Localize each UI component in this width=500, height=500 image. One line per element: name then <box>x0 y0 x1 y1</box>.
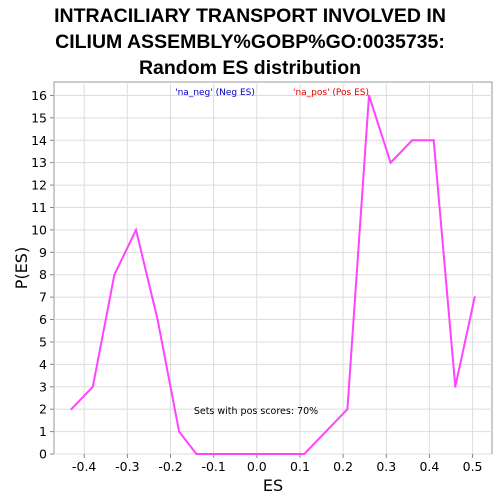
data-point <box>216 453 219 455</box>
y-tick-label: 3 <box>39 379 47 394</box>
legend-neg-label: 'na_neg' (Neg ES) <box>175 88 255 98</box>
data-point <box>346 408 349 411</box>
pos-scores-annotation: Sets with pos scores: 70% <box>194 406 318 417</box>
series-layer <box>70 94 476 455</box>
y-tick-label: 8 <box>39 267 47 282</box>
data-point <box>411 139 414 142</box>
y-tick-label: 15 <box>31 110 47 125</box>
y-tick-label: 6 <box>39 312 47 327</box>
y-tick-label: 5 <box>39 334 47 349</box>
data-point <box>195 453 198 455</box>
data-point <box>281 453 284 455</box>
y-tick-label: 14 <box>31 133 47 148</box>
data-point <box>389 161 392 164</box>
x-tick-label: -0.1 <box>201 459 225 474</box>
chart-title-line-1: INTRACILIARY TRANSPORT INVOLVED IN <box>54 5 446 27</box>
data-point <box>432 139 435 142</box>
y-tick-label: 0 <box>39 447 47 462</box>
y-tick-label: 12 <box>31 178 47 193</box>
x-tick-label: 0.1 <box>290 459 310 474</box>
data-point <box>178 430 181 433</box>
y-tick-label: 9 <box>39 245 47 260</box>
y-tick-label: 1 <box>39 424 47 439</box>
x-tick-label: 0.0 <box>247 459 267 474</box>
data-point <box>324 430 327 433</box>
data-point <box>473 296 476 299</box>
y-tick-label: 7 <box>39 290 47 305</box>
x-tick-label: 0.3 <box>376 459 396 474</box>
data-point <box>70 408 73 411</box>
y-tick-label: 11 <box>31 200 47 215</box>
x-tick-label: 0.5 <box>463 459 483 474</box>
x-axis: -0.4 -0.3 -0.2 -0.1 0.0 0.1 0.2 0.3 0.4 0.5 <box>72 454 483 474</box>
y-tick-label: 4 <box>39 357 47 372</box>
x-axis-title: ES <box>263 476 283 495</box>
legend-pos-label: 'na_pos' (Pos ES) <box>293 88 369 98</box>
y-axis-title: P(ES) <box>12 247 31 289</box>
chart-title-line-3: Random ES distribution <box>138 57 362 79</box>
y-tick-label: 2 <box>39 402 47 417</box>
data-point <box>303 453 306 455</box>
plot-area <box>53 81 493 455</box>
y-tick-label: 10 <box>31 222 47 237</box>
x-tick-label: -0.3 <box>115 459 139 474</box>
series-line <box>70 95 476 455</box>
data-point <box>238 453 241 455</box>
chart-title-line-2: CILIUM ASSEMBLY%GOBP%GO:0035735: <box>55 31 445 53</box>
data-point <box>368 94 371 97</box>
y-tick-label: 13 <box>31 155 47 170</box>
x-tick-label: -0.2 <box>158 459 182 474</box>
data-point <box>156 318 159 321</box>
x-tick-label: -0.4 <box>72 459 96 474</box>
data-point <box>113 273 116 276</box>
data-point <box>260 453 263 455</box>
x-tick-label: 0.4 <box>419 459 439 474</box>
y-tick-label: 16 <box>31 88 47 103</box>
x-tick-label: 0.2 <box>333 459 353 474</box>
data-point <box>91 385 94 388</box>
data-point <box>134 228 137 231</box>
data-point <box>454 385 457 388</box>
chart-title: INTRACILIARY TRANSPORT INVOLVED IN CILIU… <box>0 3 500 81</box>
